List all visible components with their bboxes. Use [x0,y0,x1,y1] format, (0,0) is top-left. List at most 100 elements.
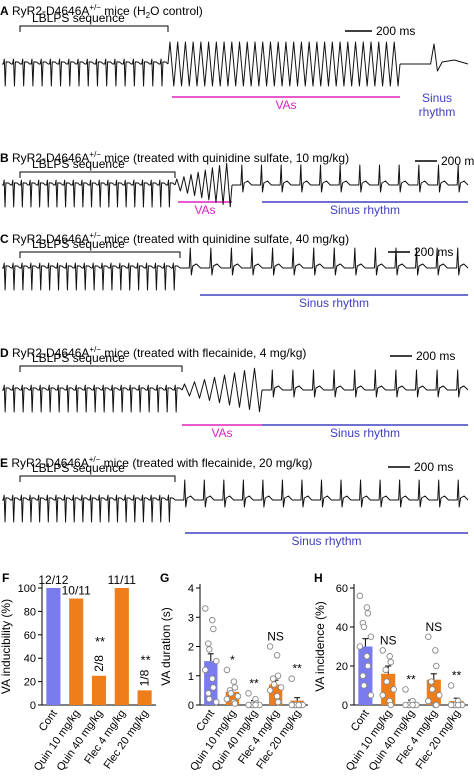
significance-label: NS [267,630,284,644]
data-point [356,592,364,600]
lblps-label: LBLPS sequence [32,351,125,365]
data-point [367,692,375,699]
data-point [213,657,220,665]
data-point [266,687,274,694]
data-point [367,633,375,641]
data-point [205,640,212,647]
lblps-bracket [19,365,183,372]
panel-a: A RyR2-D4646A+/− mice (H2O control)LBLPS… [0,3,455,119]
data-point [402,686,409,693]
data-point [360,623,368,631]
pacing-trace [2,494,176,523]
va-trace [181,367,263,413]
data-point [266,643,274,650]
pacing-trace [2,179,176,208]
scale-label: 200 ms [414,245,453,259]
chart-letter: H [314,571,323,585]
sinus-trace [400,43,469,72]
data-point [387,701,394,709]
sinus-label: Sinus rhythm [299,296,369,310]
sinus-trace [175,479,469,508]
data-point [364,662,372,670]
sinus-label-line2: rhythm [419,105,456,119]
data-point [209,675,216,682]
data-point [213,698,220,706]
data-point [295,701,302,709]
y-tick-label: 20 [336,661,348,673]
data-point [379,692,386,699]
data-point [379,647,386,654]
va-trace [174,162,233,208]
data-point [447,682,455,689]
pacing-trace [2,58,169,87]
data-point [234,692,242,700]
panel-title: E RyR2-D4646A+/− mice (treated with flec… [0,455,312,470]
significance-label: ** [141,652,151,667]
data-point [390,686,397,693]
sinus-trace [180,247,469,276]
lblps-label: LBLPS sequence [32,11,125,25]
data-point [288,675,295,682]
data-point [209,616,216,624]
data-point [425,633,432,641]
data-point [356,643,364,650]
bar [137,690,152,705]
scale-label: 200 ms [416,349,455,363]
panel-title: A RyR2-D4646A+/− mice (H2O control) [0,3,203,20]
y-tick-label: 2 [188,642,194,654]
data-point [269,675,277,682]
chart-letter: G [160,571,169,585]
scale-label: 200 ms [376,24,415,38]
data-point [231,684,239,691]
data-point [245,690,252,697]
data-point [425,697,432,705]
y-tick-label: 0 [188,700,194,712]
panel-title: C RyR2-D4646A+/− mice (treated with quin… [0,231,349,246]
data-point [432,647,439,654]
data-point [277,684,285,691]
data-point [206,646,213,653]
y-tick-label: 60 [24,630,36,642]
data-point [409,701,416,709]
data-point [360,682,368,689]
data-point [206,695,213,703]
pacing-trace [2,262,181,291]
fraction-label: 10/11 [62,584,91,598]
data-point [387,658,394,666]
y-tick-label: 0 [342,700,348,712]
data-point [402,701,409,709]
data-point [273,692,281,700]
scale-label: 200 ms [414,460,453,474]
sinus-trace [262,369,469,398]
bar [91,675,107,705]
significance-label: ** [452,669,462,683]
sinus-label: Sinus rhythm [330,203,400,217]
data-point [433,701,440,709]
panel-b: B RyR2-D4646A+/− mice (treated with quin… [0,150,474,217]
lblps-bracket [19,171,176,178]
y-tick-label: 40 [336,622,348,634]
significance-label: ** [406,672,416,686]
significance-label: ** [293,662,303,676]
data-point [363,653,371,660]
y-axis-label: VA duration (s) [159,607,173,685]
fraction-label: 12/12 [38,573,68,587]
y-tick-label: 20 [24,677,36,689]
data-point [202,605,209,612]
data-point [383,678,390,685]
va-trace [167,41,401,87]
data-point [210,684,217,691]
y-tick-label: 80 [24,606,36,618]
vas-label: VAs [211,426,232,440]
data-point [386,653,393,660]
lblps-label: LBLPS sequence [32,461,125,475]
data-point [433,662,440,670]
sinus-label: Sinus rhythm [291,534,361,548]
vas-label: VAs [194,203,215,217]
data-point [274,698,282,706]
significance-label: NS [380,633,397,647]
fraction-label: 1/8 [138,669,152,686]
data-point [428,678,435,685]
